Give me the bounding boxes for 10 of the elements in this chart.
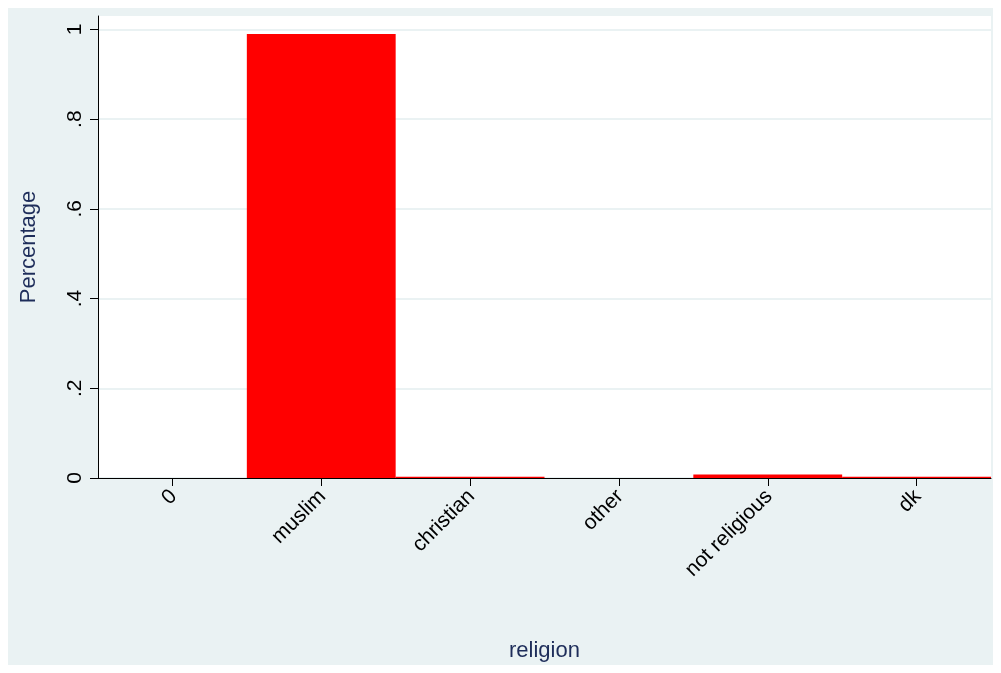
x-axis-title: religion <box>509 636 580 662</box>
y-tick-label: .4 <box>62 289 85 308</box>
y-tick-label: .8 <box>62 110 85 128</box>
x-tick-label: 0 <box>156 483 181 509</box>
y-tick-label: 1 <box>62 23 85 36</box>
y-axis-title: Percentage <box>14 190 40 304</box>
y-tick-label: .2 <box>62 379 85 398</box>
x-tick-label: dk <box>892 483 926 516</box>
y-tick-label: .6 <box>62 200 85 218</box>
y-tick-label: 0 <box>62 472 85 484</box>
